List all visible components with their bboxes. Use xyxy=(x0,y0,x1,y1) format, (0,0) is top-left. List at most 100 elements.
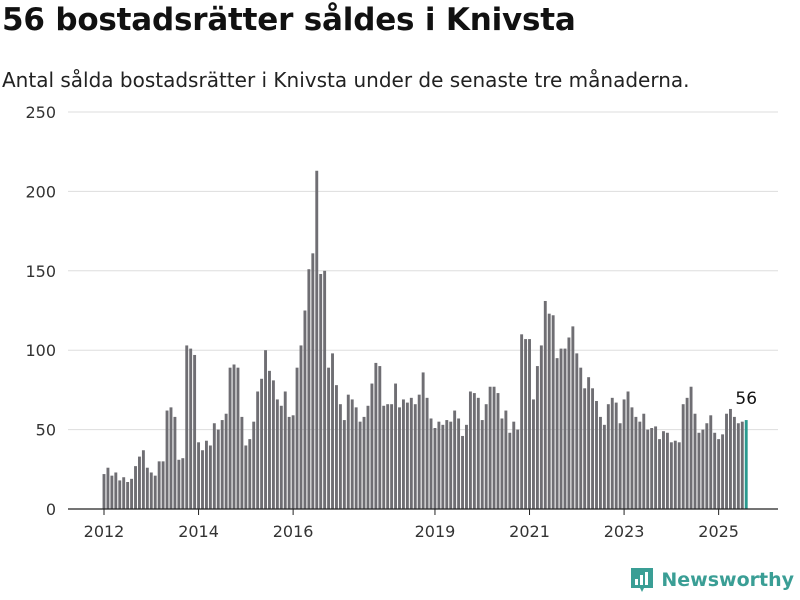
bar xyxy=(162,461,165,509)
bar xyxy=(205,441,208,509)
bar xyxy=(717,439,720,509)
bar xyxy=(701,430,704,509)
y-tick-label: 200 xyxy=(25,182,56,201)
bar xyxy=(623,399,626,509)
bar xyxy=(237,368,240,509)
bar xyxy=(567,337,570,509)
bar xyxy=(150,472,153,509)
bar xyxy=(737,423,740,509)
bar xyxy=(642,414,645,509)
bar xyxy=(461,436,464,509)
bar xyxy=(465,425,468,509)
bar xyxy=(240,417,243,509)
bar xyxy=(319,274,322,509)
bar xyxy=(741,422,744,509)
bar xyxy=(528,339,531,509)
bar xyxy=(307,269,310,509)
bar xyxy=(615,403,618,509)
bar xyxy=(343,420,346,509)
bar xyxy=(469,391,472,509)
bar xyxy=(398,407,401,509)
bar xyxy=(690,387,693,509)
bar xyxy=(280,406,283,509)
bar xyxy=(138,457,141,509)
bar xyxy=(193,355,196,509)
bar xyxy=(185,345,188,509)
bar xyxy=(611,398,614,509)
y-tick-label: 50 xyxy=(36,421,56,440)
bar xyxy=(583,388,586,509)
bar xyxy=(414,404,417,509)
bar xyxy=(473,393,476,509)
brand-name: Newsworthy xyxy=(661,569,794,591)
bar xyxy=(181,458,184,509)
y-tick-label: 0 xyxy=(46,500,56,519)
bar xyxy=(315,171,318,509)
bar xyxy=(363,417,366,509)
bar xyxy=(370,384,373,509)
bar xyxy=(248,439,251,509)
bar xyxy=(650,428,653,509)
bar xyxy=(347,395,350,509)
bar xyxy=(544,301,547,509)
brand-logo: Newsworthy xyxy=(629,566,794,594)
bar xyxy=(244,445,247,509)
bar xyxy=(386,404,389,509)
bar xyxy=(426,398,429,509)
bar xyxy=(437,422,440,509)
bar xyxy=(106,468,109,509)
bar xyxy=(532,399,535,509)
bar xyxy=(209,445,212,509)
bar xyxy=(713,433,716,509)
bar xyxy=(229,368,232,509)
bar xyxy=(170,407,173,509)
bar xyxy=(516,430,519,509)
bar xyxy=(575,353,578,509)
y-tick-label: 150 xyxy=(25,262,56,281)
bar-latest xyxy=(745,420,748,509)
bar xyxy=(520,334,523,509)
bar xyxy=(686,398,689,509)
bar xyxy=(697,433,700,509)
bar xyxy=(122,477,125,509)
bar xyxy=(729,409,732,509)
bar xyxy=(552,315,555,509)
bar xyxy=(441,425,444,509)
bar xyxy=(603,425,606,509)
bar xyxy=(418,395,421,509)
bar xyxy=(536,366,539,509)
bar xyxy=(666,433,669,509)
bar xyxy=(110,476,113,509)
bar xyxy=(154,476,157,509)
bar xyxy=(599,417,602,509)
bar xyxy=(114,472,117,509)
bar xyxy=(311,253,314,509)
bar xyxy=(260,379,263,509)
bar xyxy=(367,406,370,509)
bar xyxy=(335,385,338,509)
bar xyxy=(485,404,488,509)
bar xyxy=(378,366,381,509)
bar xyxy=(402,399,405,509)
bar xyxy=(721,434,724,509)
bar xyxy=(189,349,192,509)
bar xyxy=(430,418,433,509)
bar xyxy=(634,417,637,509)
bar xyxy=(252,422,255,509)
bar xyxy=(268,371,271,509)
bar xyxy=(674,441,677,509)
bar xyxy=(638,422,641,509)
bar xyxy=(627,391,630,509)
bar xyxy=(445,420,448,509)
x-tick-label: 2023 xyxy=(604,522,645,541)
bar xyxy=(276,399,279,509)
bar xyxy=(709,415,712,509)
bar xyxy=(587,377,590,509)
x-tick-label: 2012 xyxy=(84,522,125,541)
bar xyxy=(300,345,303,509)
bar xyxy=(406,403,409,509)
bar xyxy=(662,431,665,509)
bar xyxy=(556,358,559,509)
bar xyxy=(422,372,425,509)
bar xyxy=(595,401,598,509)
